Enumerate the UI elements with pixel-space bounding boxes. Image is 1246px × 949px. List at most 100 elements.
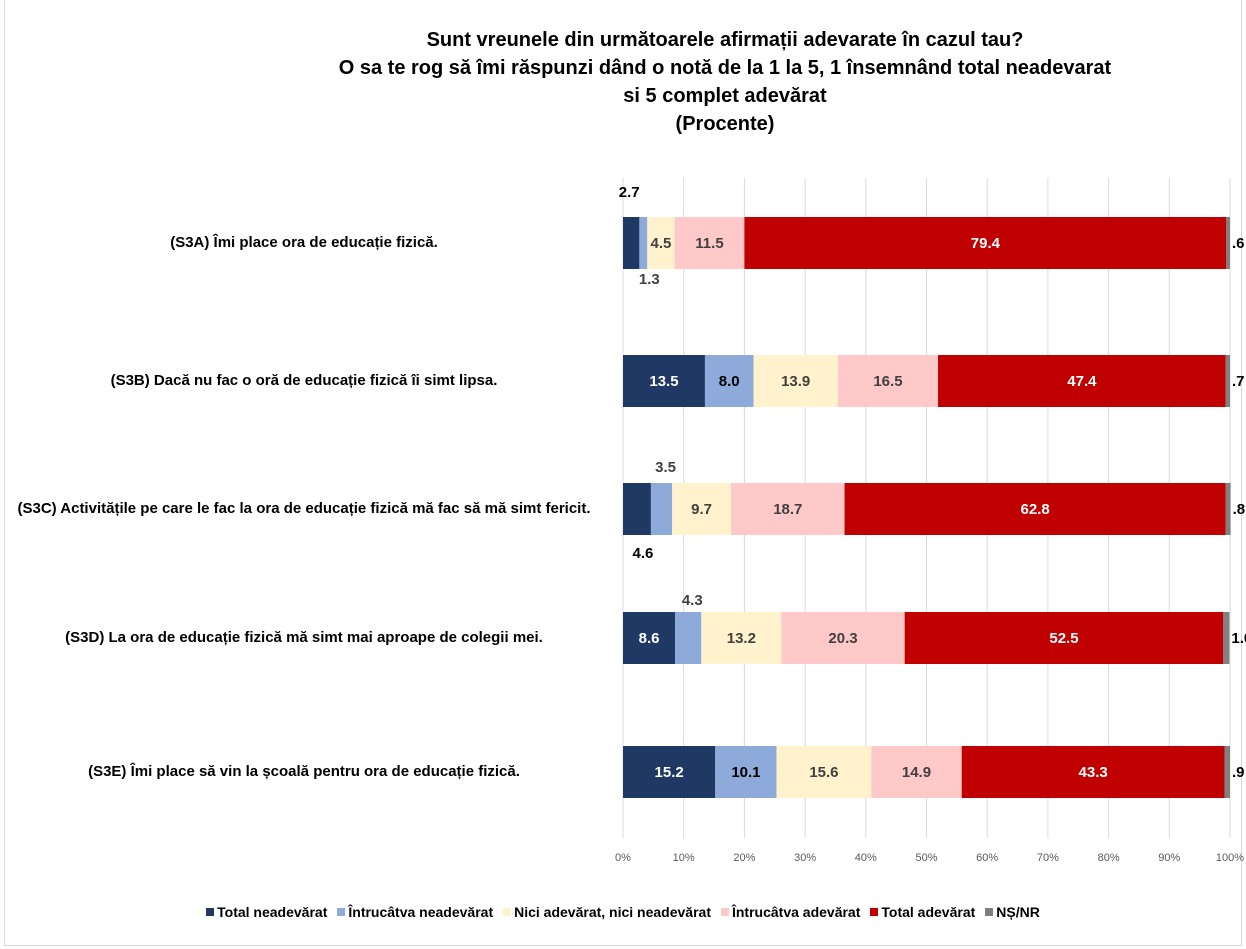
legend-label: Întrucâtva neadevărat [348, 904, 494, 920]
data-label: 8.0 [719, 373, 740, 390]
x-tick-label: 40% [855, 852, 877, 864]
bar-segment [837, 355, 939, 407]
x-tick-label: 90% [1158, 852, 1180, 864]
legend-item: Nici adevărat, nici neadevărat [503, 904, 711, 920]
bar-segment [1225, 355, 1230, 407]
bar-segment [715, 746, 777, 798]
data-label: 15.6 [809, 764, 838, 781]
x-tick-label: 80% [1098, 852, 1120, 864]
bar-segment [623, 612, 676, 664]
bar-segment [844, 483, 1226, 535]
bar-segment [776, 746, 872, 798]
bar-segment [674, 217, 745, 269]
chart-frame [4, 0, 1242, 946]
chart-title-line-2: O sa te rog să îmi răspunzi dând o notă … [338, 57, 1112, 79]
data-label: 15.2 [655, 764, 684, 781]
bar-segment [639, 217, 648, 269]
legend-label: NȘ/NR [996, 904, 1040, 920]
bar-segment [1226, 217, 1230, 269]
category-label: (S3C) Activitățile pe care le fac la ora… [17, 500, 591, 517]
legend-label: Total neadevărat [217, 904, 328, 920]
bar-segments [623, 217, 1231, 798]
data-labels: 2.7 1.3 4.5 11.5 79.4 .6 13.5 8.0 13.9 16.5 47.4 .7… [619, 184, 1246, 781]
bar-segment [753, 355, 838, 407]
legend: Total neadevărat Întrucâtva neadevărat Nic… [0, 904, 1246, 920]
x-tick-label: 20% [733, 852, 755, 864]
legend-item: Total neadevărat [206, 904, 327, 920]
x-tick-label: 50% [915, 852, 937, 864]
legend-swatch [503, 908, 512, 916]
data-label: .8 [1233, 501, 1246, 518]
legend-label: Întrucâtva adevărat [731, 904, 861, 920]
data-label: 11.5 [695, 235, 723, 252]
bar-segment [1223, 612, 1230, 664]
data-label: 14.9 [902, 764, 931, 781]
bar-segment [904, 612, 1224, 664]
bar-segment [647, 217, 675, 269]
data-label: 4.6 [633, 545, 654, 562]
category-label: (S3A) Îmi place ora de educație fizică. [170, 234, 438, 251]
data-label: 18.7 [773, 501, 802, 518]
bar-segment [744, 217, 1227, 269]
data-label: .7 [1232, 373, 1245, 390]
data-label: 3.5 [655, 459, 676, 476]
legend-swatch [870, 908, 879, 916]
bar-segment [672, 483, 732, 535]
data-label: 79.4 [971, 235, 1001, 252]
bar-segment [731, 483, 845, 535]
x-tick-label: 60% [976, 852, 998, 864]
x-tick-label: 30% [794, 852, 816, 864]
x-axis-ticks: 0% 10% 20% 30% 40% 50% 60% 70% 80% 90% 100% [615, 852, 1244, 864]
chart-title: Sunt vreunele din următoarele afirmații … [225, 26, 1225, 138]
data-label: 47.4 [1067, 373, 1097, 390]
legend-item: NȘ/NR [985, 904, 1040, 920]
legend-swatch [337, 908, 346, 916]
legend-item: Total adevărat [870, 904, 975, 920]
data-label: 4.3 [682, 592, 703, 609]
data-label: 10.1 [731, 764, 760, 781]
category-label: (S3B) Dacă nu fac o oră de educație fizi… [110, 372, 498, 389]
x-tick-label: 70% [1037, 852, 1059, 864]
bar-segment [781, 612, 905, 664]
bar-segment [650, 483, 673, 535]
data-label: 13.5 [649, 373, 678, 390]
x-tick-label: 0% [615, 852, 631, 864]
data-label: 1.0 [1231, 630, 1246, 647]
bar-segment [871, 746, 962, 798]
data-label: 9.7 [691, 501, 712, 518]
data-label: 2.7 [619, 184, 640, 201]
data-label: 20.3 [828, 630, 857, 647]
data-label: .6 [1232, 235, 1245, 252]
bar-segment [1224, 746, 1230, 798]
category-label: (S3E) Îmi place să vin la școală pentru … [88, 763, 520, 780]
legend-item: Întrucâtva neadevărat [337, 904, 493, 920]
legend-item: Întrucâtva adevărat [720, 904, 861, 920]
x-tick-label: 100% [1216, 852, 1244, 864]
bar-segment [701, 612, 782, 664]
data-label: 13.2 [727, 630, 756, 647]
legend-swatch [206, 908, 215, 916]
data-label: 1.3 [639, 271, 660, 288]
chart-title-line-3: si 5 complet adevărat [623, 85, 827, 107]
bar-segment [623, 217, 640, 269]
legend-swatch [985, 908, 994, 916]
chart-subtitle: (Procente) [675, 113, 775, 135]
bar-segment [675, 612, 702, 664]
category-label: (S3D) La ora de educație fizică mă simt … [65, 629, 543, 646]
data-label: 52.5 [1049, 630, 1078, 647]
chart-title-line-1: Sunt vreunele din următoarele afirmații … [426, 29, 1024, 51]
legend-label: Total adevărat [881, 904, 976, 920]
data-label: 62.8 [1021, 501, 1050, 518]
bar-segment [623, 355, 705, 407]
bar-segment [704, 355, 754, 407]
legend-swatch [720, 908, 729, 916]
bar-segment [623, 746, 716, 798]
data-label: 16.5 [873, 373, 902, 390]
legend-label: Nici adevărat, nici neadevărat [514, 904, 711, 920]
data-label: .9 [1232, 764, 1245, 781]
bar-segment [623, 483, 651, 535]
bar-segment [1225, 483, 1231, 535]
data-label: 43.3 [1079, 764, 1108, 781]
x-tick-label: 10% [673, 852, 695, 864]
